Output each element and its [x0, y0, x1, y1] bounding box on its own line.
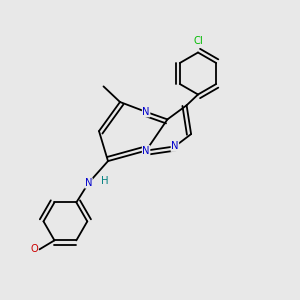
Text: O: O — [30, 244, 38, 254]
Text: N: N — [171, 141, 178, 152]
Text: N: N — [142, 146, 150, 156]
Text: N: N — [142, 107, 150, 117]
Text: H: H — [101, 176, 109, 187]
Text: N: N — [85, 178, 92, 188]
Text: Cl: Cl — [193, 36, 203, 46]
